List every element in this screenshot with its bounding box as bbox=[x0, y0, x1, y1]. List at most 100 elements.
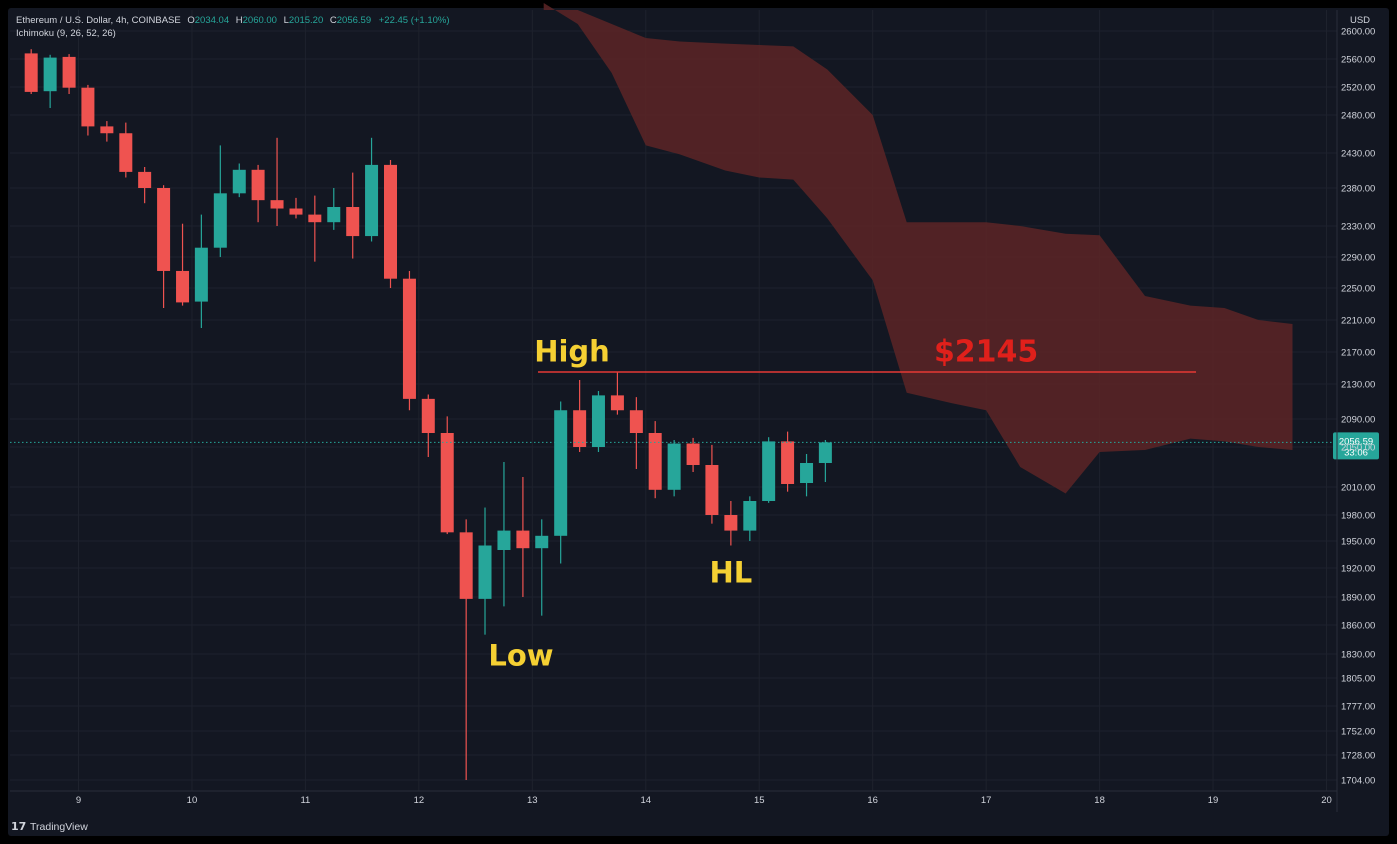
candle-down[interactable] bbox=[100, 121, 114, 142]
y-tick-label: 2600.00 bbox=[1341, 27, 1375, 38]
candle-body bbox=[194, 247, 208, 302]
currency-label: USD bbox=[1350, 15, 1370, 26]
candle-down[interactable] bbox=[705, 444, 719, 524]
candle-down[interactable] bbox=[308, 195, 322, 262]
y-tick-label: 1728.00 bbox=[1341, 751, 1375, 762]
chart-annotation: High bbox=[534, 335, 610, 369]
candle-body bbox=[573, 410, 587, 447]
axis-layer: 2600.00 2560.00 2520.00 2480.00 2430.00 2380.… bbox=[10, 10, 1375, 812]
chart-annotation: HL bbox=[709, 556, 752, 590]
candle-up[interactable] bbox=[43, 54, 57, 108]
candle-down[interactable] bbox=[724, 501, 738, 546]
candle-up[interactable] bbox=[194, 214, 208, 328]
candle-body bbox=[138, 171, 152, 188]
x-tick-label: 11 bbox=[300, 795, 310, 806]
candle-body bbox=[62, 56, 76, 88]
ichimoku-cloud-layer bbox=[543, 3, 1293, 494]
candle-down[interactable] bbox=[384, 160, 397, 288]
close-label: C bbox=[330, 15, 337, 26]
candle-up[interactable] bbox=[327, 188, 341, 230]
candle-body bbox=[610, 395, 624, 411]
candle-up[interactable] bbox=[818, 440, 832, 482]
candle-body bbox=[724, 515, 738, 531]
candle-up[interactable] bbox=[232, 163, 246, 198]
candle-down[interactable] bbox=[402, 270, 416, 411]
candle-body bbox=[24, 53, 38, 92]
candle-body bbox=[800, 463, 814, 483]
candle-down[interactable] bbox=[176, 223, 190, 306]
candle-down[interactable] bbox=[119, 122, 133, 178]
chart-annotation: Low bbox=[488, 639, 553, 673]
candle-down[interactable] bbox=[610, 372, 624, 415]
candle-up[interactable] bbox=[213, 145, 227, 257]
open-value: 2034.04 bbox=[195, 15, 229, 26]
candle-down[interactable] bbox=[648, 421, 662, 499]
candle-up[interactable] bbox=[535, 519, 549, 616]
candle-up[interactable] bbox=[667, 440, 681, 497]
y-tick-label: 2050.00 bbox=[1341, 443, 1375, 454]
candle-down[interactable] bbox=[781, 431, 795, 492]
candle-body bbox=[667, 443, 681, 490]
candle-body bbox=[591, 395, 605, 447]
candle-down[interactable] bbox=[138, 167, 152, 204]
y-tick-label: 2250.00 bbox=[1341, 284, 1375, 295]
candle-down[interactable] bbox=[251, 164, 265, 223]
candle-down[interactable] bbox=[629, 397, 643, 469]
high-value: 2060.00 bbox=[243, 15, 277, 26]
candle-body bbox=[100, 126, 114, 134]
candle-body bbox=[365, 164, 379, 237]
y-tick-label: 2380.00 bbox=[1341, 184, 1375, 195]
x-tick-label: 20 bbox=[1321, 795, 1332, 806]
ichimoku-cloud bbox=[543, 3, 1293, 494]
open-label: O bbox=[187, 15, 194, 26]
candle-down[interactable] bbox=[440, 416, 454, 535]
tradingview-logo[interactable]: 17 TradingView bbox=[11, 820, 88, 833]
indicator-label[interactable]: Ichimoku (9, 26, 52, 26) bbox=[16, 28, 116, 39]
y-tick-label: 2210.00 bbox=[1341, 316, 1375, 327]
y-tick-label: 1777.00 bbox=[1341, 702, 1375, 713]
last-price-badge bbox=[1333, 432, 1379, 460]
candle-body bbox=[308, 214, 322, 223]
candle-down[interactable] bbox=[270, 137, 284, 226]
candle-up[interactable] bbox=[554, 401, 568, 564]
candle-down[interactable] bbox=[81, 84, 95, 136]
candle-down[interactable] bbox=[573, 380, 587, 452]
candle-up[interactable] bbox=[800, 454, 814, 497]
tradingview-logo-icon: 17 bbox=[11, 820, 26, 833]
candle-down[interactable] bbox=[24, 49, 38, 94]
candle-down[interactable] bbox=[346, 172, 360, 259]
candle-up[interactable] bbox=[365, 137, 379, 242]
candle-body bbox=[497, 530, 511, 550]
candle-down[interactable] bbox=[62, 54, 76, 94]
candle-down[interactable] bbox=[421, 394, 435, 458]
candle-body bbox=[176, 270, 190, 303]
y-tick-label: 2330.00 bbox=[1341, 222, 1375, 233]
candle-up[interactable] bbox=[762, 437, 776, 503]
y-tick-label: 2480.00 bbox=[1341, 111, 1375, 122]
candle-down[interactable] bbox=[516, 477, 530, 597]
y-tick-label: 2010.00 bbox=[1341, 483, 1375, 494]
candle-body bbox=[327, 207, 341, 223]
candle-up[interactable] bbox=[497, 462, 511, 607]
header-legend: Ethereum / U.S. Dollar, 4h, COINBASE O20… bbox=[16, 15, 450, 26]
low-value: 2015.20 bbox=[289, 15, 323, 26]
candle-down[interactable] bbox=[686, 437, 700, 472]
candle-layer[interactable] bbox=[24, 49, 832, 780]
y-tick-label: 1920.00 bbox=[1341, 564, 1375, 575]
candle-down[interactable] bbox=[289, 197, 303, 219]
price-annotation: $2145 bbox=[934, 335, 1038, 370]
candle-body bbox=[289, 208, 303, 215]
candle-down[interactable] bbox=[459, 519, 473, 780]
candle-up[interactable] bbox=[478, 507, 492, 635]
candle-up[interactable] bbox=[743, 496, 757, 541]
candle-down[interactable] bbox=[157, 185, 171, 308]
y-tick-label: 2560.00 bbox=[1341, 55, 1375, 66]
high-label: H bbox=[236, 15, 243, 26]
last-price-value: 2056.59 bbox=[1339, 436, 1373, 447]
x-tick-label: 14 bbox=[640, 795, 651, 806]
candle-up[interactable] bbox=[591, 391, 605, 452]
x-tick-label: 10 bbox=[187, 795, 198, 806]
x-tick-label: 17 bbox=[981, 795, 992, 806]
